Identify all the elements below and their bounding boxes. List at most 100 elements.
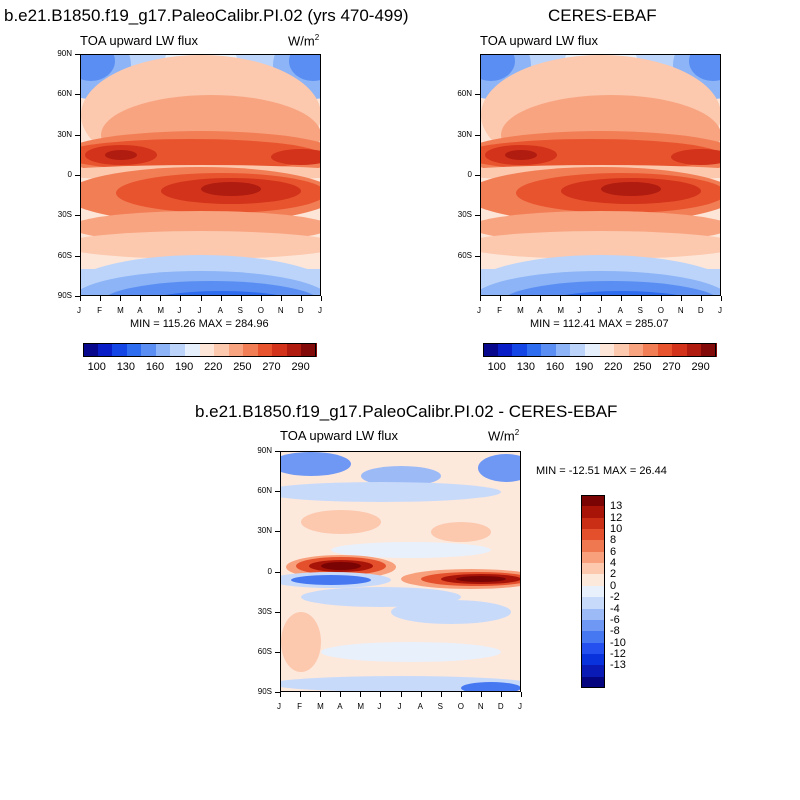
x-tick-mark — [560, 296, 562, 301]
y-tick-label: 60S — [57, 250, 72, 260]
x-tick-mark — [240, 296, 242, 301]
x-tick-mark — [320, 692, 322, 697]
field-contour — [565, 291, 677, 295]
x-tick-label: N — [277, 306, 284, 315]
x-tick-mark — [540, 296, 542, 301]
x-tick-mark — [600, 296, 602, 301]
colorbar-swatch — [483, 343, 499, 357]
colorbar-swatch — [497, 343, 513, 357]
x-tick-mark — [520, 296, 522, 301]
field-contour — [508, 281, 714, 295]
x-tick-mark — [460, 692, 462, 697]
colorbar-swatch — [581, 597, 605, 610]
x-tick-label: N — [677, 306, 684, 315]
panel1-units-exp: 2 — [314, 33, 320, 42]
colorbar-swatch — [581, 642, 605, 655]
x-tick-label: J — [718, 306, 722, 315]
panel1-plot — [80, 54, 321, 296]
panel2-subtitle: TOA upward LW flux — [480, 33, 599, 48]
colorbar-label: 100 — [487, 361, 506, 373]
colorbar-swatch — [581, 563, 605, 575]
x-tick-label: A — [137, 306, 143, 315]
x-tick-mark — [680, 296, 682, 301]
colorbar-swatch — [581, 608, 605, 621]
colorbar-swatch — [541, 343, 557, 357]
y-tick-mark — [275, 651, 280, 653]
panel2-main-title: CERES-EBAF — [548, 6, 657, 25]
colorbar-label: 10 — [610, 523, 623, 536]
panel3-contour-field — [281, 452, 520, 691]
field-contour — [301, 510, 381, 534]
x-tick-label: D — [497, 702, 504, 711]
y-tick-label: 90S — [257, 687, 272, 696]
y-tick-label: 30N — [257, 526, 272, 536]
y-tick-label: 60N — [257, 486, 272, 496]
panel2-stats: MIN = 112.41 MAX = 285.07 — [530, 318, 669, 330]
colorbar-label: 250 — [633, 361, 652, 373]
y-tick-mark — [275, 531, 280, 533]
x-tick-label: M — [117, 306, 124, 315]
colorbar-label: 0 — [610, 579, 617, 592]
x-tick-mark — [500, 296, 502, 301]
y-tick-label: 0 — [267, 566, 272, 576]
field-contour — [601, 182, 661, 196]
field-contour — [361, 466, 441, 486]
colorbar-swatch — [581, 574, 605, 587]
x-tick-mark — [160, 296, 162, 301]
colorbar-swatch — [112, 343, 128, 357]
x-tick-label: J — [377, 702, 382, 711]
colorbar-swatch — [512, 343, 528, 357]
panel3-units-text: W/m — [488, 428, 515, 444]
x-tick-mark — [360, 692, 362, 697]
x-tick-label: S — [637, 306, 643, 315]
x-tick-mark — [300, 296, 302, 301]
colorbar-swatch — [555, 343, 571, 357]
colorbar-label: 12 — [610, 511, 623, 524]
y-tick-mark — [75, 94, 80, 96]
field-contour — [671, 149, 720, 165]
x-tick-mark — [380, 692, 382, 697]
x-tick-mark — [700, 296, 702, 301]
panel3-units: W/m2 — [488, 428, 519, 443]
colorbar-swatch — [214, 343, 230, 357]
y-tick-label: 90N — [257, 446, 272, 455]
field-contour — [81, 55, 115, 81]
field-contour — [105, 150, 137, 160]
x-tick-mark — [321, 296, 322, 301]
colorbar-swatch — [97, 343, 113, 357]
colorbar-swatch — [581, 665, 605, 678]
x-tick-label: S — [237, 306, 243, 315]
colorbar-label: 190 — [574, 361, 594, 373]
colorbar-label: -10 — [610, 636, 626, 649]
x-tick-mark — [300, 692, 302, 697]
colorbar-swatch — [243, 343, 259, 357]
colorbar-label: 270 — [662, 361, 681, 373]
y-tick-mark — [75, 134, 80, 136]
colorbar-swatch — [581, 653, 605, 666]
colorbar-label: -12 — [610, 647, 626, 660]
x-tick-mark — [260, 296, 262, 301]
x-tick-mark — [220, 296, 222, 301]
colorbar-label: 220 — [604, 361, 623, 373]
y-tick-mark — [475, 175, 480, 176]
colorbar-swatch — [228, 343, 244, 357]
x-tick-label: D — [697, 306, 704, 315]
x-tick-label: F — [497, 306, 502, 315]
panel3-stats: MIN = -12.51 MAX = 26.44 — [536, 465, 667, 477]
x-tick-mark — [120, 296, 122, 301]
colorbar-label: 190 — [174, 361, 194, 373]
colorbar-frame — [581, 495, 605, 688]
colorbar-label: 250 — [233, 361, 252, 373]
colorbar-swatch — [170, 343, 186, 357]
y-tick-label: 30S — [257, 606, 272, 616]
colorbar-swatch — [581, 619, 605, 632]
y-tick-mark — [75, 215, 80, 217]
colorbar-swatch — [257, 343, 273, 357]
y-tick-mark — [475, 255, 480, 257]
x-tick-mark — [400, 692, 402, 697]
colorbar-swatch — [581, 529, 605, 541]
y-tick-label: 90N — [57, 49, 72, 58]
y-tick-label: 0 — [467, 170, 472, 179]
x-tick-mark — [480, 296, 481, 301]
colorbar-swatch — [686, 343, 702, 357]
